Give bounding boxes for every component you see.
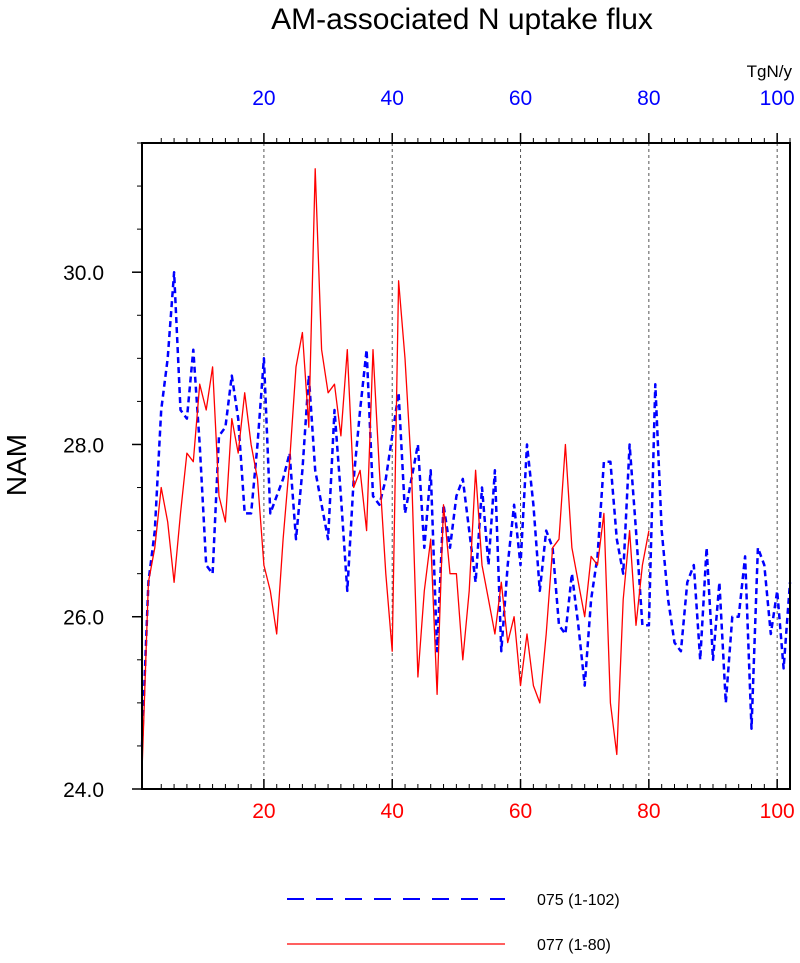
x-tick-label-bottom: 20: [252, 800, 275, 823]
top-axis-units: TgN/y: [747, 62, 793, 81]
x-tick-label-bottom: 80: [637, 800, 660, 823]
x-tick-label-top: 60: [509, 87, 532, 110]
series-lines: [140, 168, 792, 772]
x-tick-label-top: 20: [252, 87, 275, 110]
x-tick-label-top: 40: [381, 87, 404, 110]
series-line-1: [140, 270, 792, 746]
y-tick-label: 24.0: [63, 779, 104, 802]
x-tick-label-bottom: 100: [760, 800, 795, 823]
grid-lines: [263, 143, 778, 789]
x-tick-label-bottom: 60: [509, 800, 532, 823]
y-tick-label: 26.0: [63, 607, 104, 630]
legend: 075 (1-102) 077 (1-80): [287, 892, 620, 954]
plot-frame: [141, 142, 791, 790]
x-tick-label-bottom: 40: [381, 800, 404, 823]
y-tick-label: 30.0: [63, 262, 104, 285]
legend-label-1: 075 (1-102): [537, 892, 620, 909]
y-tick-label: 28.0: [63, 434, 104, 457]
chart-title: AM-associated N uptake flux: [271, 3, 653, 36]
x-tick-label-top: 80: [637, 87, 660, 110]
x-tick-label-top: 100: [760, 87, 795, 110]
axis-ticks: [132, 133, 791, 790]
series-line-2: [141, 168, 650, 772]
legend-label-2: 077 (1-80): [537, 937, 611, 954]
y-axis-label: NAM: [1, 434, 32, 496]
